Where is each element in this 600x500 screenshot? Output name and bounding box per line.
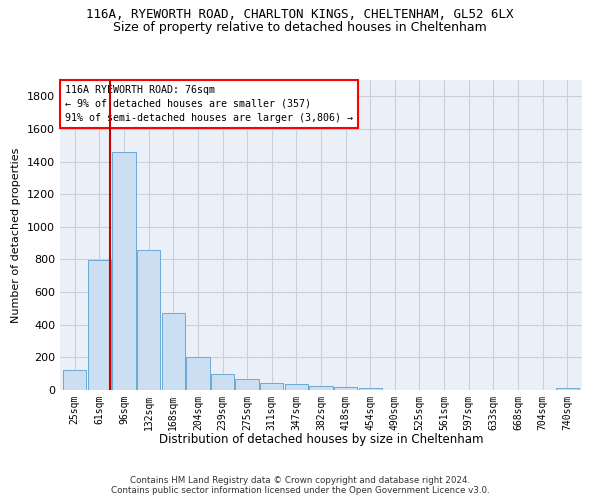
Bar <box>186 358 209 390</box>
Y-axis label: Number of detached properties: Number of detached properties <box>11 148 22 322</box>
Bar <box>112 152 136 390</box>
Bar <box>284 384 308 390</box>
Bar <box>211 374 234 390</box>
Text: 116A, RYEWORTH ROAD, CHARLTON KINGS, CHELTENHAM, GL52 6LX: 116A, RYEWORTH ROAD, CHARLTON KINGS, CHE… <box>86 8 514 20</box>
Bar <box>63 370 86 390</box>
Bar <box>161 314 185 390</box>
Bar <box>137 250 160 390</box>
Bar <box>556 388 579 390</box>
Bar <box>88 260 111 390</box>
Bar <box>310 386 332 390</box>
Text: Contains HM Land Registry data © Crown copyright and database right 2024.: Contains HM Land Registry data © Crown c… <box>130 476 470 485</box>
Bar <box>235 380 259 390</box>
Bar <box>260 382 283 390</box>
Text: Distribution of detached houses by size in Cheltenham: Distribution of detached houses by size … <box>159 432 483 446</box>
Text: 116A RYEWORTH ROAD: 76sqm
← 9% of detached houses are smaller (357)
91% of semi-: 116A RYEWORTH ROAD: 76sqm ← 9% of detach… <box>65 84 353 122</box>
Text: Size of property relative to detached houses in Cheltenham: Size of property relative to detached ho… <box>113 21 487 34</box>
Bar <box>359 388 382 390</box>
Text: Contains public sector information licensed under the Open Government Licence v3: Contains public sector information licen… <box>110 486 490 495</box>
Bar <box>334 386 358 390</box>
